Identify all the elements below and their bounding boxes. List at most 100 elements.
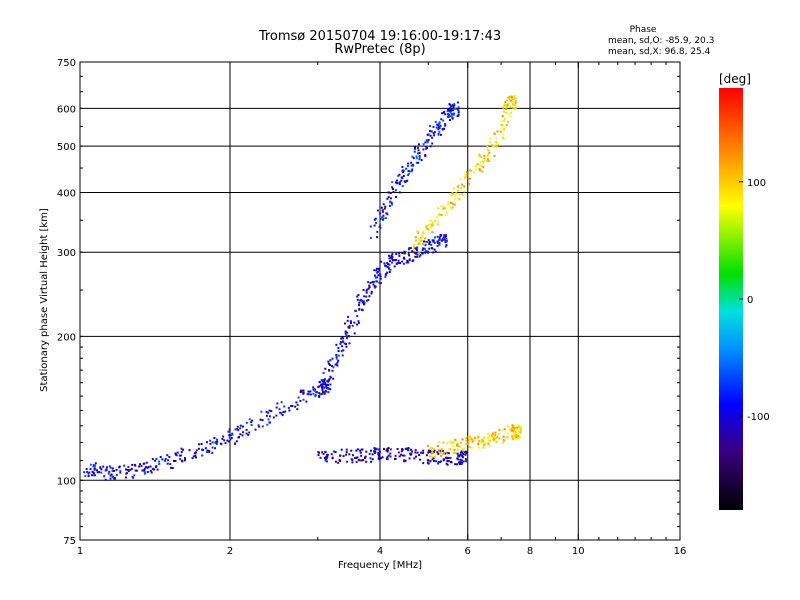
- data-point: [194, 454, 197, 457]
- data-point: [431, 455, 434, 458]
- data-point: [175, 453, 177, 456]
- data-point: [92, 465, 95, 468]
- data-point: [365, 460, 368, 463]
- data-point: [443, 452, 445, 455]
- data-point: [251, 419, 254, 422]
- data-point: [461, 456, 464, 459]
- data-point: [389, 452, 392, 455]
- data-point: [426, 459, 429, 462]
- data-point: [317, 451, 320, 454]
- data-point: [320, 392, 323, 395]
- data-point: [506, 436, 509, 439]
- data-point: [373, 285, 376, 288]
- data-point: [284, 410, 287, 413]
- data-point: [365, 450, 368, 453]
- data-point: [458, 461, 460, 464]
- data-point: [461, 451, 464, 454]
- data-point: [418, 454, 421, 457]
- data-point: [389, 455, 392, 458]
- data-point: [432, 240, 435, 243]
- data-point: [88, 471, 91, 474]
- data-point: [430, 223, 433, 226]
- data-point: [261, 419, 264, 422]
- data-point: [377, 454, 380, 457]
- data-point: [442, 449, 444, 452]
- data-point: [100, 468, 103, 471]
- data-point: [406, 165, 409, 167]
- data-point: [438, 243, 441, 246]
- data-point: [342, 337, 345, 340]
- data-point: [437, 449, 440, 452]
- data-point: [158, 462, 161, 465]
- data-point: [394, 189, 397, 192]
- data-point: [89, 463, 92, 466]
- colorbar-tick-label: 100: [747, 178, 766, 189]
- data-point: [418, 143, 420, 146]
- data-point: [267, 418, 270, 421]
- data-point: [370, 290, 373, 293]
- data-point: [446, 115, 449, 118]
- data-point: [445, 244, 448, 247]
- data-point: [174, 452, 177, 455]
- data-point: [393, 259, 396, 262]
- data-point: [514, 431, 517, 433]
- data-point: [495, 141, 497, 144]
- data-point: [409, 247, 412, 250]
- data-point: [227, 430, 230, 433]
- data-point: [415, 455, 417, 458]
- data-point: [344, 332, 347, 335]
- data-point: [401, 252, 404, 254]
- data-point: [324, 390, 327, 393]
- data-point: [414, 449, 417, 452]
- data-point: [296, 403, 299, 406]
- data-point: [368, 452, 371, 455]
- data-point: [506, 99, 508, 102]
- data-point: [443, 127, 446, 130]
- data-point: [335, 363, 338, 366]
- data-point: [180, 447, 183, 450]
- data-point: [92, 472, 95, 475]
- data-point: [495, 145, 498, 148]
- data-point: [318, 395, 321, 398]
- data-point: [424, 141, 427, 144]
- data-point: [452, 112, 455, 115]
- data-point: [464, 173, 467, 176]
- data-point: [431, 449, 434, 451]
- data-point: [433, 459, 435, 462]
- data-point: [368, 286, 371, 289]
- data-point: [99, 466, 102, 469]
- data-point: [384, 273, 387, 276]
- data-point: [407, 162, 410, 165]
- data-point: [358, 301, 361, 304]
- data-point: [108, 470, 111, 473]
- data-point: [324, 457, 327, 460]
- data-point: [421, 236, 424, 239]
- data-point: [377, 448, 380, 451]
- data-point: [433, 241, 436, 244]
- data-point: [424, 155, 427, 158]
- data-point: [446, 442, 449, 445]
- data-point: [324, 367, 327, 370]
- data-point: [234, 442, 237, 445]
- data-point: [369, 457, 372, 460]
- data-point: [440, 214, 443, 216]
- data-point: [440, 239, 443, 242]
- data-point: [516, 428, 519, 431]
- data-point: [438, 130, 441, 133]
- data-point: [431, 239, 434, 242]
- data-point: [119, 471, 122, 474]
- data-point: [280, 412, 283, 415]
- data-point: [465, 171, 468, 174]
- colorbar-tick-label: -100: [747, 412, 770, 423]
- data-point: [294, 405, 297, 408]
- data-point: [161, 458, 164, 461]
- data-point: [356, 295, 359, 298]
- data-point: [465, 439, 468, 442]
- data-point: [443, 207, 446, 210]
- data-point: [390, 201, 393, 204]
- data-point: [422, 452, 425, 454]
- data-point: [423, 240, 426, 243]
- data-point: [379, 227, 382, 230]
- data-point: [111, 469, 114, 472]
- data-point: [398, 183, 401, 186]
